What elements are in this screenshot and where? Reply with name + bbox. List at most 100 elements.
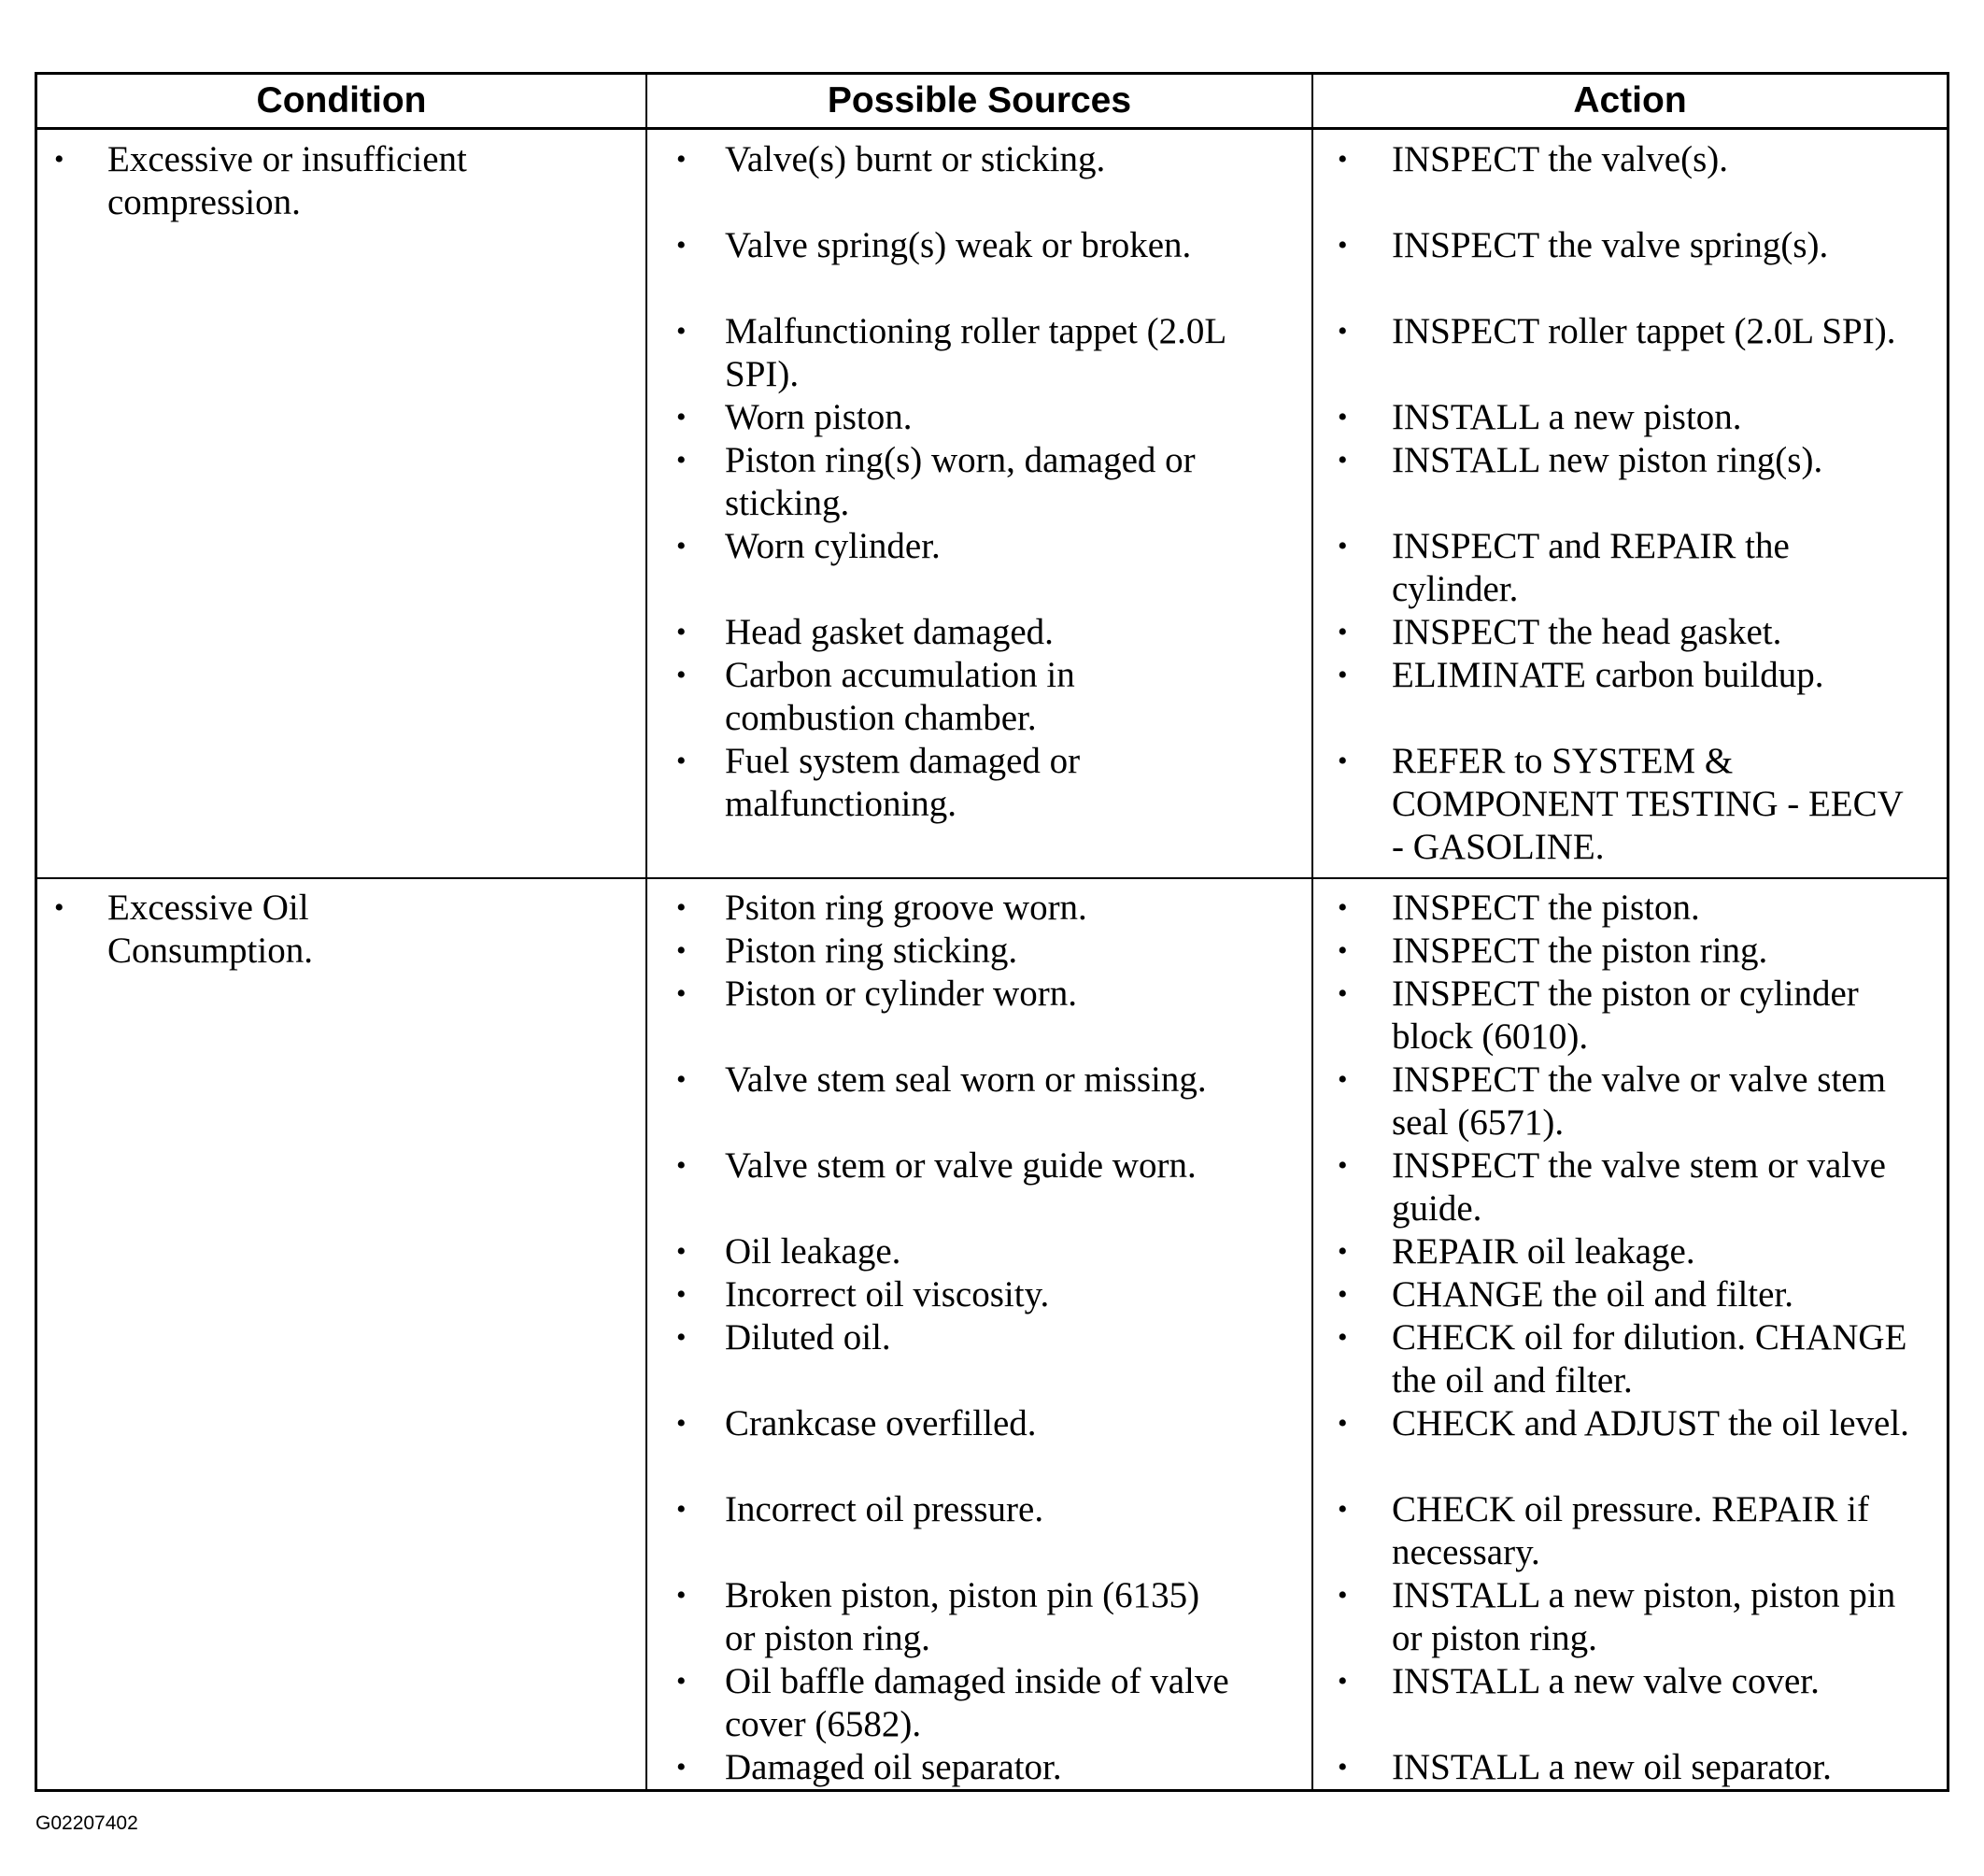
action-text: INSPECT the valve stem or valve guide. [1392, 1145, 1886, 1229]
bullet: • [1338, 1494, 1348, 1525]
source-text: Incorrect oil viscosity. [725, 1274, 1050, 1315]
bullet: • [676, 1494, 687, 1525]
bullet: • [676, 1322, 687, 1353]
source-text: Malfunctioning roller tappet (2.0L SPI). [725, 311, 1226, 394]
source-text: Psiton ring groove worn. [725, 888, 1087, 928]
bullet: • [676, 978, 687, 1009]
bullet: • [1338, 746, 1348, 776]
bullet: • [1338, 978, 1348, 1009]
bullet: • [1338, 1322, 1348, 1353]
action-text: REPAIR oil leakage. [1392, 1231, 1695, 1272]
action-text: INSTALL a new piston, piston pin or pist… [1392, 1575, 1896, 1658]
bullet: • [1338, 1752, 1348, 1783]
source-text: Carbon accumulation in combustion chambe… [725, 655, 1075, 738]
source-text: Oil leakage. [725, 1231, 901, 1272]
bullet: • [1338, 531, 1348, 561]
bullet: • [676, 1580, 687, 1611]
table-border [645, 72, 647, 1792]
bullet: • [676, 746, 687, 776]
bullet: • [676, 892, 687, 923]
column-header: Action [1573, 80, 1687, 121]
bullet: • [676, 1236, 687, 1267]
bullet: • [1338, 892, 1348, 923]
action-text: INSTALL a new valve cover. [1392, 1661, 1820, 1701]
source-text: Worn cylinder. [725, 526, 941, 566]
bullet: • [676, 144, 687, 175]
source-text: Valve stem seal worn or missing. [725, 1059, 1207, 1100]
bullet: • [1338, 935, 1348, 966]
bullet: • [676, 230, 687, 261]
bullet: • [1338, 230, 1348, 261]
bullet: • [676, 1064, 687, 1095]
condition-text: Excessive or insufficient compression. [107, 139, 467, 222]
source-text: Valve stem or valve guide worn. [725, 1145, 1197, 1186]
bullet: • [676, 445, 687, 476]
source-text: Diluted oil. [725, 1317, 891, 1357]
table-border [35, 877, 1949, 879]
table-border [35, 127, 1949, 130]
source-text: Oil baffle damaged inside of valve cover… [725, 1661, 1229, 1744]
action-text: INSPECT the piston. [1392, 888, 1700, 928]
bullet: • [1338, 1150, 1348, 1181]
bullet: • [54, 144, 64, 175]
bullet: • [1338, 402, 1348, 433]
action-text: INSTALL a new piston. [1392, 397, 1742, 437]
table-border [35, 72, 1949, 75]
bullet: • [676, 316, 687, 347]
column-header: Possible Sources [827, 80, 1132, 121]
action-text: CHECK oil for dilution. CHANGE the oil a… [1392, 1317, 1907, 1400]
column-header: Condition [256, 80, 427, 121]
action-text: INSPECT roller tappet (2.0L SPI). [1392, 311, 1896, 351]
action-text: INSTALL new piston ring(s). [1392, 440, 1823, 480]
action-text: CHANGE the oil and filter. [1392, 1274, 1794, 1315]
bullet: • [1338, 1580, 1348, 1611]
action-text: INSPECT the piston or cylinder block (60… [1392, 974, 1859, 1057]
action-text: INSTALL a new oil separator. [1392, 1747, 1832, 1787]
source-text: Valve(s) burnt or sticking. [725, 139, 1106, 179]
action-text: INSPECT and REPAIR the cylinder. [1392, 526, 1790, 609]
source-text: Piston or cylinder worn. [725, 974, 1077, 1014]
action-text: INSPECT the valve spring(s). [1392, 225, 1829, 265]
bullet: • [1338, 1236, 1348, 1267]
source-text: Piston ring(s) worn, damaged or sticking… [725, 440, 1196, 523]
action-text: INSPECT the valve(s). [1392, 139, 1728, 179]
bullet: • [676, 1408, 687, 1439]
bullet: • [676, 660, 687, 690]
table-border [35, 72, 37, 1792]
action-text: INSPECT the head gasket. [1392, 612, 1782, 652]
table-border [1311, 72, 1313, 1792]
bullet: • [676, 935, 687, 966]
bullet: • [1338, 1064, 1348, 1095]
bullet: • [676, 1279, 687, 1310]
bullet: • [1338, 1279, 1348, 1310]
action-text: INSPECT the valve or valve stem seal (65… [1392, 1059, 1886, 1143]
bullet: • [676, 531, 687, 561]
action-text: CHECK oil pressure. REPAIR if necessary. [1392, 1489, 1869, 1572]
bullet: • [676, 1752, 687, 1783]
source-text: Piston ring sticking. [725, 931, 1018, 971]
source-text: Incorrect oil pressure. [725, 1489, 1044, 1529]
action-text: REFER to SYSTEM & COMPONENT TESTING - EE… [1392, 741, 1904, 867]
source-text: Valve spring(s) weak or broken. [725, 225, 1192, 265]
source-text: Head gasket damaged. [725, 612, 1054, 652]
condition-text: Excessive Oil Consumption. [107, 888, 313, 971]
bullet: • [1338, 144, 1348, 175]
source-text: Crankcase overfilled. [725, 1403, 1037, 1443]
source-text: Broken piston, piston pin (6135) or pist… [725, 1575, 1200, 1658]
action-text: INSPECT the piston ring. [1392, 931, 1768, 971]
table-border [1947, 72, 1949, 1792]
bullet: • [1338, 617, 1348, 647]
bullet: • [1338, 445, 1348, 476]
action-text: ELIMINATE carbon buildup. [1392, 655, 1824, 695]
source-text: Damaged oil separator. [725, 1747, 1062, 1787]
bullet: • [1338, 1666, 1348, 1697]
source-text: Worn piston. [725, 397, 913, 437]
bullet: • [1338, 1408, 1348, 1439]
bullet: • [54, 892, 64, 923]
bullet: • [676, 1150, 687, 1181]
source-text: Fuel system damaged or malfunctioning. [725, 741, 1081, 824]
bullet: • [676, 1666, 687, 1697]
bullet: • [1338, 660, 1348, 690]
bullet: • [676, 617, 687, 647]
